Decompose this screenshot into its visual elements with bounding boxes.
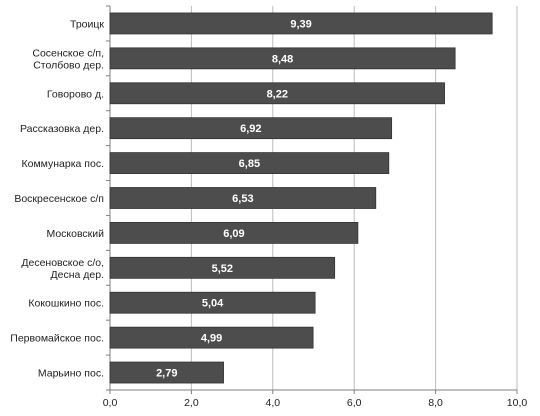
bars <box>109 12 493 384</box>
category-label: Столбово дер. <box>33 59 104 71</box>
x-tick-label: 0,0 <box>103 397 118 409</box>
category-label: Первомайское пос. <box>10 333 104 345</box>
bar <box>109 187 377 209</box>
value-label: 6,85 <box>239 158 260 170</box>
value-label: 6,92 <box>240 123 261 135</box>
bar <box>109 222 359 244</box>
bar <box>109 256 336 279</box>
bar <box>109 152 390 174</box>
category-label: Коммунарка пос. <box>21 158 104 170</box>
value-label: 2,79 <box>156 368 177 380</box>
category-label: Десна дер. <box>51 269 104 281</box>
x-tick-label: 6,0 <box>347 397 362 409</box>
bar <box>109 47 456 70</box>
x-tick-label: 4,0 <box>265 397 280 409</box>
value-label: 4,99 <box>201 333 222 345</box>
category-label: Марьино пос. <box>38 368 104 380</box>
category-label: Троицк <box>70 18 104 30</box>
x-tick-label: 10,0 <box>507 397 528 409</box>
category-label: Сосенское с/п, <box>32 47 104 59</box>
bar <box>109 326 314 349</box>
value-label: 6,53 <box>232 193 253 205</box>
value-label: 9,39 <box>290 18 311 30</box>
value-label: 8,22 <box>267 88 288 100</box>
value-labels: 9,39 8,48 8,22 6,92 6,85 6,53 6,09 5,52 5,04 4,99… <box>156 18 312 379</box>
x-tick-label: 8,0 <box>428 397 443 409</box>
category-label: Кокошкино пос. <box>28 298 104 310</box>
bar <box>109 117 393 140</box>
bar <box>109 291 316 314</box>
value-label: 8,48 <box>272 53 293 65</box>
category-label: Десеновское с/о, <box>21 257 104 269</box>
category-labels: Троицк Сосенское с/п,Столбово дер. Говоров… <box>10 18 104 379</box>
value-label: 5,52 <box>212 263 233 275</box>
x-tick-label: 2,0 <box>184 397 199 409</box>
bar <box>109 82 445 105</box>
category-label: Московский <box>46 228 104 240</box>
bar <box>109 12 493 35</box>
x-axis-ticks: 0,0 2,0 4,0 6,0 8,0 10,0 <box>103 5 528 409</box>
category-label: Говорово д. <box>47 88 104 100</box>
category-label: Рассказовка дер. <box>20 123 104 135</box>
category-label: Воскресенское с/п <box>14 193 104 205</box>
bar <box>109 361 224 384</box>
value-label: 5,04 <box>202 298 224 310</box>
value-label: 6,09 <box>223 228 244 240</box>
